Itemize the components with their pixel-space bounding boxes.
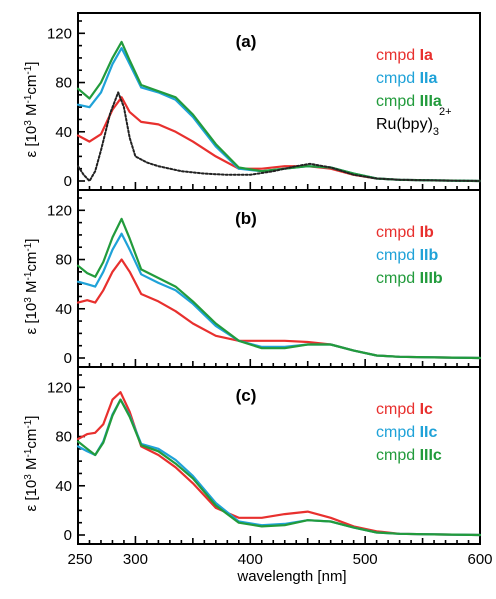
series-line-2 bbox=[76, 217, 482, 360]
y-tick-label: 120 bbox=[47, 202, 72, 219]
y-tick-label: 80 bbox=[55, 75, 72, 92]
chart-panels: 0 40 80 120 ε [103 M-1cm-1] (a) cmpd Ia cmpd II… bbox=[23, 12, 482, 545]
legend-entry-2: cmpd IIIb bbox=[376, 270, 443, 287]
series-line-1 bbox=[76, 47, 482, 183]
y-tick-label: 40 bbox=[55, 124, 72, 141]
plot-frame bbox=[77, 366, 481, 545]
legend-entry-1: cmpd IIb bbox=[376, 247, 438, 264]
chart-panel-0: 0 40 80 120 ε [103 M-1cm-1] (a) cmpd Ia cmpd II… bbox=[23, 12, 482, 191]
y-tick-label: 40 bbox=[55, 478, 72, 495]
x-tick-label: 400 bbox=[238, 551, 263, 568]
y-tick-label: 120 bbox=[47, 379, 72, 396]
chart-panel-2: 0 40 80 120 ε [103 M-1cm-1] (c) cmpd Ic cmpd II… bbox=[23, 366, 482, 545]
legend-entry-1: cmpd IIc bbox=[376, 424, 437, 441]
legend-entry-0: cmpd Ia bbox=[376, 47, 433, 64]
x-tick-label-edge: 250 bbox=[67, 551, 92, 568]
legend-entry-0: cmpd Ib bbox=[376, 224, 434, 241]
legend-entry-3: Ru(bpy)32+ bbox=[376, 106, 452, 138]
y-tick-label: 80 bbox=[55, 252, 72, 269]
panel-label: (a) bbox=[236, 32, 257, 51]
x-tick-label: 300 bbox=[123, 551, 148, 568]
x-axis-label: wavelength [nm] bbox=[236, 568, 346, 585]
x-tick-label: 600 bbox=[467, 551, 492, 568]
x-tick-label: 500 bbox=[353, 551, 378, 568]
x-axis: 300 400 500 600 250 wavelength [nm] bbox=[67, 551, 492, 585]
legend-entry-2: cmpd IIIc bbox=[376, 447, 442, 464]
series-line-0 bbox=[76, 391, 482, 537]
series-line-2 bbox=[76, 398, 482, 537]
y-axis-label: ε [103 M-1cm-1] bbox=[23, 239, 41, 335]
legend-entry-0: cmpd Ic bbox=[376, 401, 433, 418]
y-tick-label: 0 bbox=[64, 173, 72, 190]
chart-panel-1: 0 40 80 120 ε [103 M-1cm-1] (b) cmpd Ib cmpd II… bbox=[23, 189, 482, 368]
y-axis-label: ε [103 M-1cm-1] bbox=[23, 62, 41, 158]
series-line-3 bbox=[77, 91, 481, 182]
panel-label: (b) bbox=[235, 209, 257, 228]
legend-entry-2: cmpd IIIa bbox=[376, 93, 442, 110]
y-tick-label: 80 bbox=[55, 429, 72, 446]
y-tick-label: 0 bbox=[64, 350, 72, 367]
y-axis-label: ε [103 M-1cm-1] bbox=[23, 416, 41, 512]
legend-entry-1: cmpd IIa bbox=[376, 70, 437, 87]
y-tick-label: 120 bbox=[47, 25, 72, 42]
y-tick-label: 0 bbox=[64, 527, 72, 544]
panel-label: (c) bbox=[236, 386, 257, 405]
y-tick-label: 40 bbox=[55, 301, 72, 318]
